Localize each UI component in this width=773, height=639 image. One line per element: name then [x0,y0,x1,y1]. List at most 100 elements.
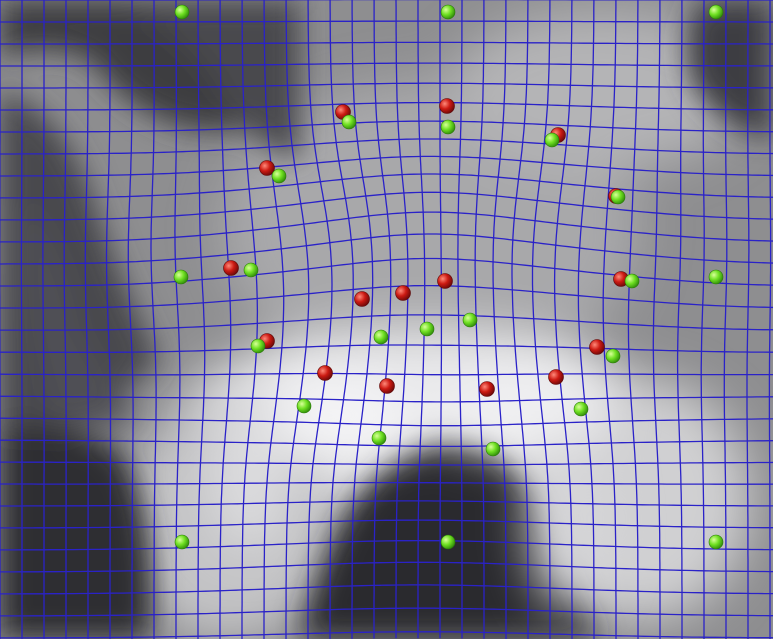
grid-line-vertical [553,0,573,639]
grid-line-vertical [150,0,157,639]
green-marker [174,4,190,20]
grid-line-horizontal [0,211,773,243]
grid-line-horizontal [0,584,773,595]
grid-line-horizontal [0,138,773,155]
grid-line-vertical [241,0,259,639]
grid-line-vertical [373,0,392,639]
grid-line-horizontal [0,439,773,448]
grid-line-horizontal [0,101,773,111]
grid-line-vertical [700,0,705,639]
grid-line-horizontal [0,539,773,551]
green-marker-layer [173,4,724,550]
grid-line-vertical [417,0,426,639]
grid-line-vertical [511,0,529,639]
green-marker [371,430,387,446]
grid-line-horizontal [0,607,773,617]
grid-line-vertical [329,0,354,639]
red-marker [395,285,411,301]
green-marker [440,119,456,135]
grid-line-vertical [307,0,333,639]
green-marker [419,321,435,337]
grid-line-horizontal [0,519,773,529]
red-marker [223,260,239,276]
red-marker-layer [223,98,629,397]
grid-line-vertical [263,0,285,639]
grid-line-vertical [174,0,181,639]
grid-line-vertical [351,0,374,639]
grid-line-horizontal [0,461,773,466]
grid-line-horizontal [0,314,773,331]
grid-line-vertical [127,0,134,639]
grid-line-vertical [746,0,750,639]
green-marker [271,168,287,184]
green-marker [708,534,724,550]
grid-line-vertical [531,0,551,639]
green-marker [605,348,621,364]
grid-line-horizontal [0,500,773,507]
green-marker [296,398,312,414]
grid-line-horizontal [0,191,773,221]
grid-line-vertical [457,0,463,639]
grid-line-vertical [602,0,617,639]
grid-line-vertical [492,0,507,639]
grid-line-vertical [474,0,485,639]
red-marker [379,378,395,394]
grid-line-vertical [20,0,23,639]
grid-line-vertical [63,0,67,639]
grid-line-horizontal [0,82,773,89]
green-marker [624,273,640,289]
green-marker [708,269,724,285]
grid-line-horizontal [0,41,773,45]
green-marker [485,441,501,457]
red-marker [479,381,495,397]
green-marker [174,534,190,550]
grid-line-horizontal [0,372,773,376]
grid-line-vertical [439,0,443,639]
green-marker [708,4,724,20]
grid-line-horizontal [0,481,773,485]
grid-line-horizontal [0,561,773,573]
grid-line-vertical [197,0,206,639]
grid-line-horizontal [0,395,773,403]
grid-line-vertical [42,0,45,639]
green-marker [440,534,456,550]
grid-line-vertical [723,0,728,639]
red-marker [589,339,605,355]
green-marker [610,189,626,205]
red-marker [259,160,275,176]
grid-line-horizontal [0,344,773,353]
green-marker [462,312,478,328]
grid-line-horizontal [0,155,773,177]
red-marker [437,273,453,289]
grid-line-vertical [676,0,683,639]
grid-line-horizontal [0,257,773,287]
red-marker [439,98,455,114]
grid-line-horizontal [0,173,773,199]
green-marker [544,132,560,148]
green-marker [243,262,259,278]
grid-line-vertical [219,0,232,639]
grid-line-horizontal [0,20,773,23]
green-marker [573,401,589,417]
grid-line-horizontal [0,120,773,133]
grid-line-vertical [84,0,89,639]
red-marker [354,291,370,307]
grid-line-horizontal [0,233,773,265]
grid-line-vertical [652,0,661,639]
green-marker [373,329,389,345]
green-marker [440,4,456,20]
grid-line-horizontal [0,62,773,67]
green-marker [341,114,357,130]
grid-line-vertical [105,0,112,639]
grid-line-horizontal [0,417,773,427]
red-marker [317,365,333,381]
grid-line-vertical [768,0,772,639]
red-marker [548,369,564,385]
grid-line-vertical [285,0,310,639]
grid-line-vertical [627,0,639,639]
grid-line-horizontal [0,631,773,639]
grid-line-vertical [577,0,595,639]
